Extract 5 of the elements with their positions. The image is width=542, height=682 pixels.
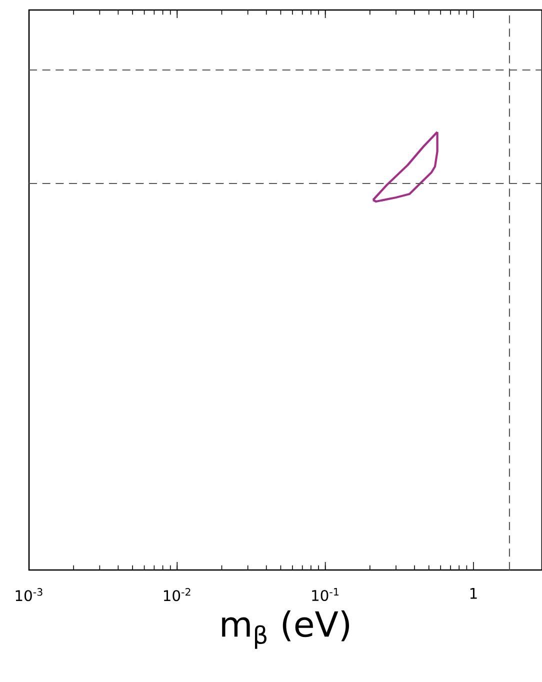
x-tick-label: 10$^{-1}$ [312,588,338,602]
x-tick-label: 10$^{-2}$ [164,588,190,602]
x-tick-label: 1 [470,588,477,599]
x-axis-title: m$_{β}$ (eV) [222,610,350,649]
x-tick-label: 10$^{-3}$ [16,588,42,602]
